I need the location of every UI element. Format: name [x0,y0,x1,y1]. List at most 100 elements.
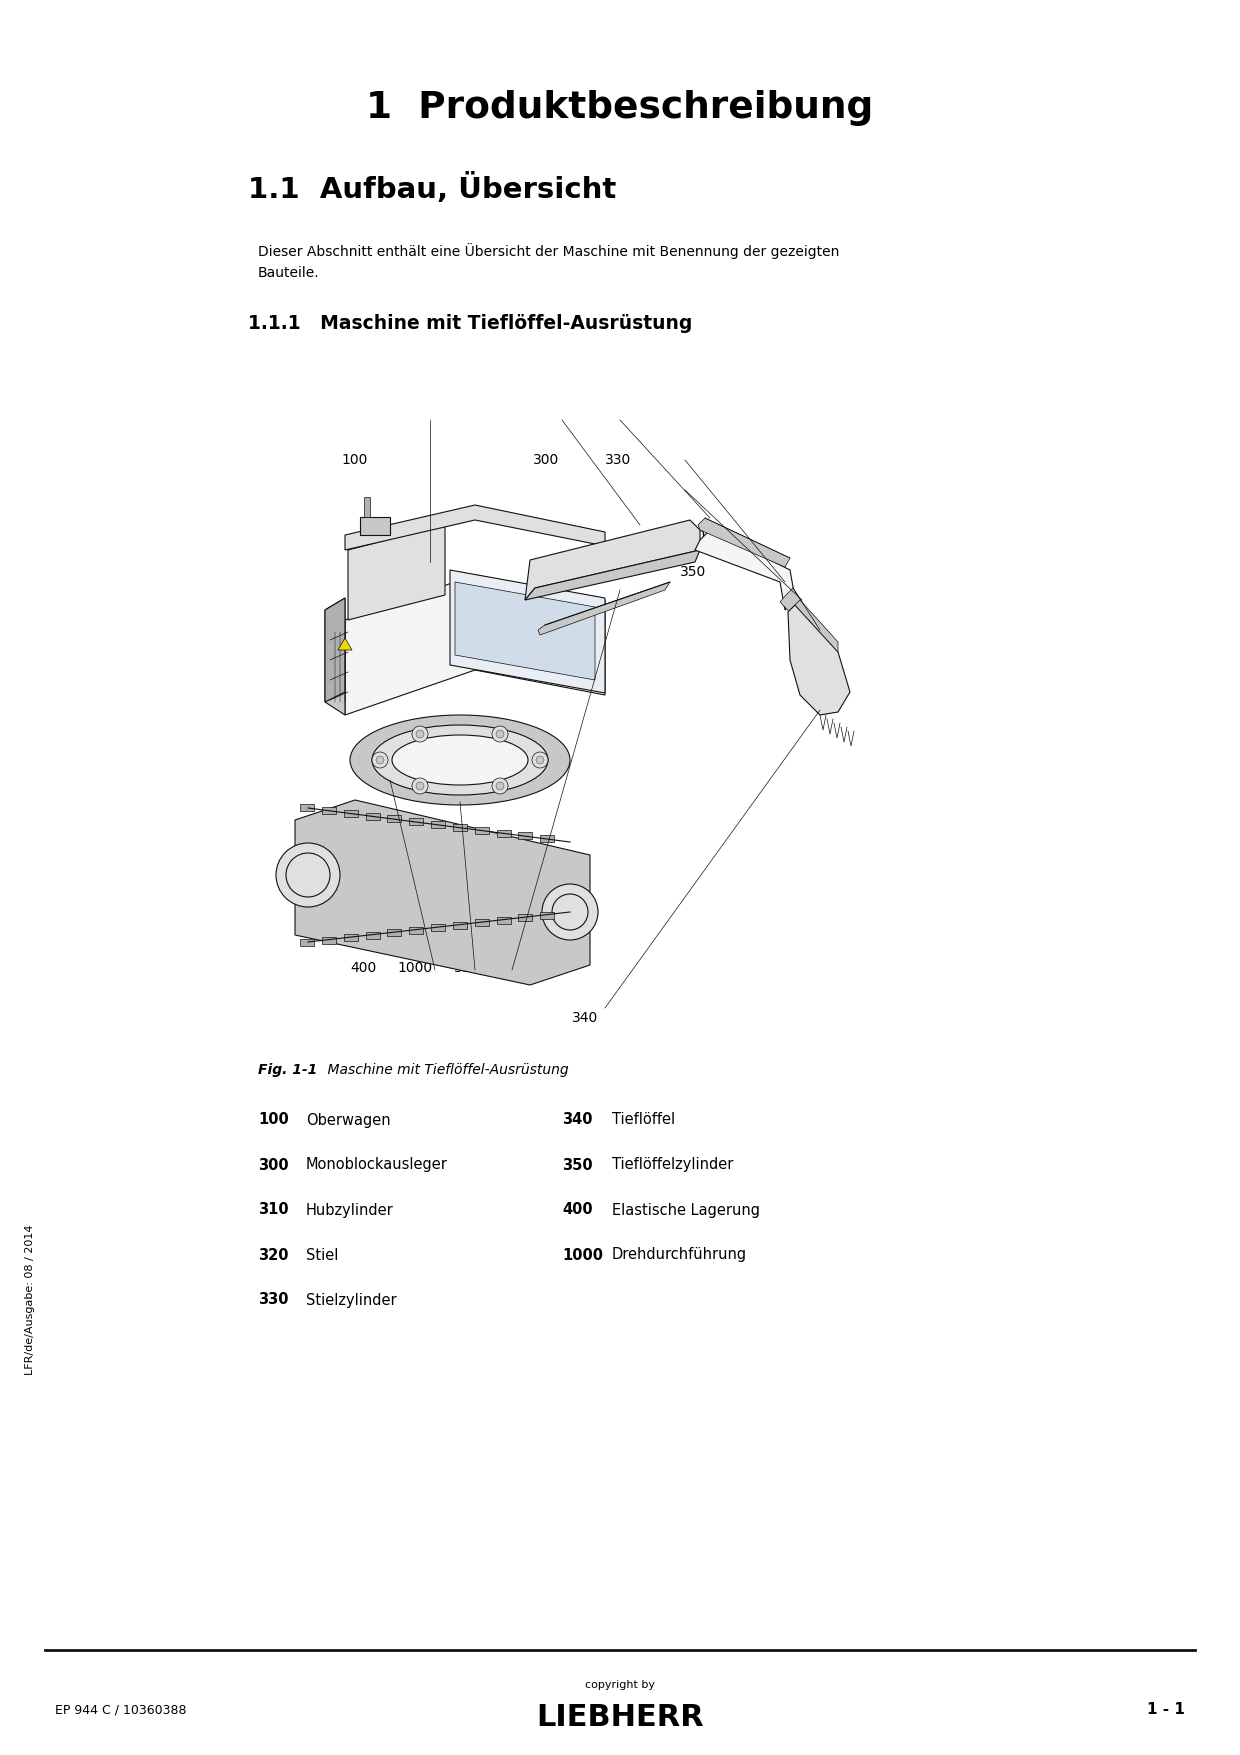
Circle shape [277,842,340,907]
FancyBboxPatch shape [453,823,466,830]
Polygon shape [325,598,345,714]
FancyBboxPatch shape [366,813,379,820]
Text: 300: 300 [533,453,559,467]
FancyBboxPatch shape [409,927,423,934]
FancyBboxPatch shape [475,827,489,834]
Text: 1000: 1000 [398,962,433,976]
FancyBboxPatch shape [409,818,423,825]
Circle shape [496,783,503,790]
Text: 350: 350 [680,565,707,579]
Polygon shape [698,518,790,567]
Text: 340: 340 [572,1011,598,1025]
FancyBboxPatch shape [496,830,511,837]
FancyBboxPatch shape [300,939,314,946]
FancyBboxPatch shape [496,916,511,923]
FancyBboxPatch shape [300,804,314,811]
FancyBboxPatch shape [432,821,445,828]
Polygon shape [525,549,701,600]
Text: 350: 350 [562,1158,593,1172]
Circle shape [532,751,548,769]
Polygon shape [339,639,352,649]
Circle shape [415,730,424,739]
FancyBboxPatch shape [475,920,489,927]
Text: 330: 330 [258,1292,289,1307]
Circle shape [496,730,503,739]
Polygon shape [455,583,595,679]
Ellipse shape [392,735,528,784]
Polygon shape [295,800,590,985]
FancyBboxPatch shape [365,497,370,518]
FancyBboxPatch shape [387,816,402,823]
Ellipse shape [350,714,570,806]
Text: Oberwagen: Oberwagen [306,1113,391,1127]
Text: Maschine mit Tieflöffel-Ausrüstung: Maschine mit Tieflöffel-Ausrüstung [310,1064,569,1078]
Text: Stiel: Stiel [306,1248,339,1262]
Text: EP 944 C / 10360388: EP 944 C / 10360388 [55,1704,186,1716]
Text: 310: 310 [454,962,480,976]
Polygon shape [795,600,838,653]
FancyBboxPatch shape [360,518,391,535]
Text: Elastische Lagerung: Elastische Lagerung [613,1202,760,1218]
Circle shape [412,727,428,742]
Text: LIEBHERR: LIEBHERR [536,1704,704,1732]
Polygon shape [325,598,345,702]
Polygon shape [787,605,849,714]
Text: 330: 330 [605,453,631,467]
Circle shape [286,853,330,897]
Text: 400: 400 [562,1202,593,1218]
Text: Tieflöffelzylinder: Tieflöffelzylinder [613,1158,733,1172]
FancyBboxPatch shape [541,835,554,842]
Text: copyright by: copyright by [585,1680,655,1690]
Text: 1.1.1   Maschine mit Tieflöffel-Ausrüstung: 1.1.1 Maschine mit Tieflöffel-Ausrüstung [248,314,692,332]
Text: 1  Produktbeschreibung: 1 Produktbeschreibung [366,90,874,126]
Text: Dieser Abschnitt enthält eine Übersicht der Maschine mit Benennung der gezeigten: Dieser Abschnitt enthält eine Übersicht … [258,242,839,279]
FancyBboxPatch shape [343,934,357,941]
Text: 100: 100 [258,1113,289,1127]
Circle shape [492,727,508,742]
Text: 1 - 1: 1 - 1 [1147,1702,1185,1718]
Circle shape [536,756,544,763]
Circle shape [542,885,598,941]
Text: 300: 300 [258,1158,289,1172]
Polygon shape [345,505,605,549]
FancyBboxPatch shape [343,809,357,816]
Text: 1000: 1000 [562,1248,603,1262]
FancyBboxPatch shape [322,807,336,814]
Text: 320: 320 [680,528,707,542]
FancyBboxPatch shape [322,937,336,944]
Text: LFR/de/Ausgabe: 08 / 2014: LFR/de/Ausgabe: 08 / 2014 [25,1225,35,1376]
Text: Stielzylinder: Stielzylinder [306,1292,397,1307]
Text: Hubzylinder: Hubzylinder [306,1202,394,1218]
Polygon shape [694,530,795,611]
FancyBboxPatch shape [541,911,554,918]
Text: 400: 400 [350,962,376,976]
Circle shape [372,751,388,769]
Text: 320: 320 [258,1248,289,1262]
Polygon shape [348,525,445,620]
Circle shape [376,756,384,763]
Text: 340: 340 [562,1113,593,1127]
FancyBboxPatch shape [453,921,466,928]
Polygon shape [538,583,670,635]
Ellipse shape [372,725,548,795]
FancyBboxPatch shape [387,928,402,935]
Polygon shape [780,588,820,639]
FancyBboxPatch shape [432,923,445,930]
Text: 100: 100 [342,453,368,467]
Text: Drehdurchführung: Drehdurchführung [613,1248,748,1262]
Text: Tieflöffel: Tieflöffel [613,1113,675,1127]
Text: 1.1  Aufbau, Übersicht: 1.1 Aufbau, Übersicht [248,172,616,204]
Text: Fig. 1-1: Fig. 1-1 [258,1064,317,1078]
Text: Monoblockausleger: Monoblockausleger [306,1158,448,1172]
Text: 310: 310 [258,1202,289,1218]
Circle shape [412,777,428,793]
Polygon shape [345,576,605,714]
Circle shape [415,783,424,790]
Polygon shape [525,519,701,600]
FancyBboxPatch shape [518,832,532,839]
Circle shape [552,893,588,930]
FancyBboxPatch shape [518,914,532,921]
FancyBboxPatch shape [366,932,379,939]
Circle shape [492,777,508,793]
Polygon shape [450,570,605,693]
